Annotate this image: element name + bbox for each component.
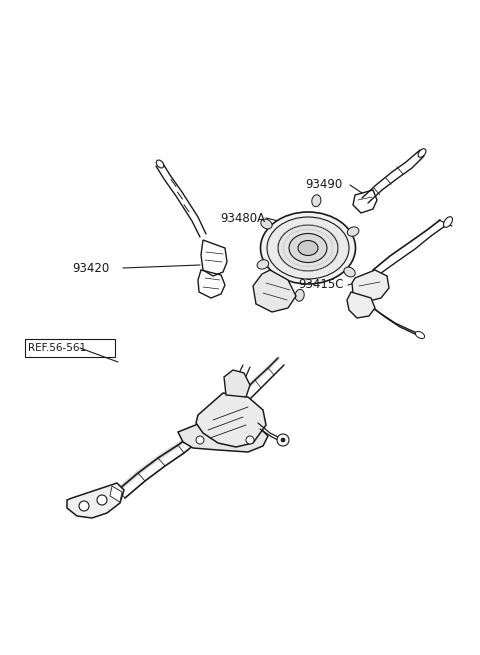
Ellipse shape [295, 290, 304, 301]
Ellipse shape [261, 219, 272, 229]
Ellipse shape [261, 212, 356, 284]
Text: 93415C: 93415C [298, 278, 344, 291]
Ellipse shape [347, 227, 359, 236]
Ellipse shape [289, 233, 327, 263]
Ellipse shape [415, 331, 425, 339]
Ellipse shape [156, 160, 164, 168]
Circle shape [281, 438, 285, 442]
Circle shape [277, 434, 289, 446]
Text: 93420: 93420 [72, 261, 109, 274]
Text: REF.56-561: REF.56-561 [28, 343, 86, 353]
Ellipse shape [257, 260, 269, 269]
Circle shape [246, 436, 254, 444]
Polygon shape [67, 483, 124, 518]
Circle shape [79, 501, 89, 511]
Polygon shape [178, 422, 268, 452]
Polygon shape [110, 486, 122, 502]
Ellipse shape [418, 149, 426, 157]
Ellipse shape [267, 217, 349, 279]
Ellipse shape [278, 225, 338, 271]
Polygon shape [347, 292, 375, 318]
Polygon shape [224, 370, 250, 397]
Ellipse shape [344, 267, 355, 277]
Circle shape [97, 495, 107, 505]
Text: 93490: 93490 [305, 179, 342, 191]
Polygon shape [196, 393, 266, 447]
Ellipse shape [444, 217, 453, 227]
Polygon shape [253, 270, 296, 312]
Text: 93480A: 93480A [220, 212, 265, 225]
Circle shape [196, 436, 204, 444]
Ellipse shape [312, 195, 321, 207]
Ellipse shape [298, 240, 318, 255]
Polygon shape [352, 270, 389, 302]
